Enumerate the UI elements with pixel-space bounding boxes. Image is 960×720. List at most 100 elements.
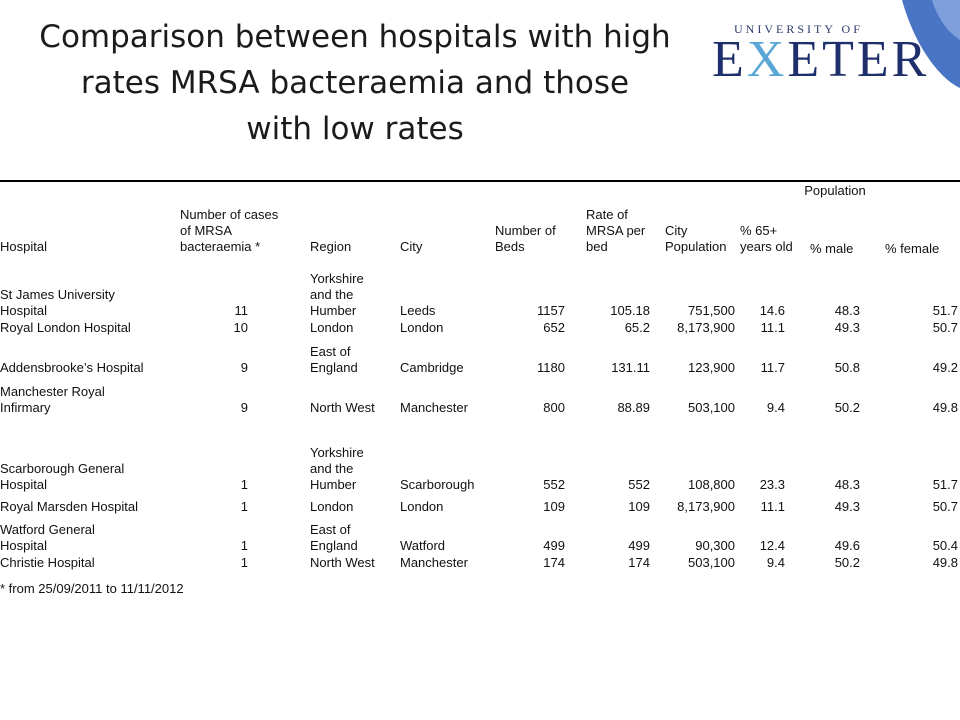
cell-cases: 9 — [240, 360, 248, 375]
cell-hospital: Royal London Hospital — [0, 320, 131, 335]
footnote: * from 25/09/2011 to 11/11/2012 — [0, 581, 184, 596]
cell-female: 51.7 — [932, 303, 958, 318]
title-line-1: Comparison between hospitals with high — [39, 19, 671, 55]
cell-beds: 1180 — [537, 360, 565, 375]
cell-male: 49.6 — [834, 538, 860, 553]
header-beds: Number of Beds — [495, 223, 556, 254]
header-cases: Number of cases of MRSA bacteraemia * — [180, 207, 279, 254]
cell-region: London — [310, 320, 354, 335]
cell-male: 50.2 — [834, 555, 860, 570]
cell-female: 50.4 — [932, 538, 958, 553]
header-population: Population — [804, 183, 866, 198]
cell-female: 49.8 — [932, 555, 958, 570]
cell-city: Watford — [400, 538, 446, 553]
cell-over65: 12.4 — [759, 538, 785, 553]
cell-rate: 552 — [628, 477, 650, 492]
cell-female: 50.7 — [932, 499, 958, 514]
cell-region: North West — [310, 400, 375, 415]
header-city: City — [400, 239, 423, 254]
header-pop-city: City Population — [665, 223, 727, 254]
cell-male: 49.3 — [834, 499, 860, 514]
cell-hospital: Watford General Hospital — [0, 522, 95, 553]
cell-male: 50.8 — [834, 360, 860, 375]
cell-pop-city: 90,300 — [695, 538, 735, 553]
cell-rate: 131.11 — [611, 360, 650, 375]
cell-region: Yorkshire and the Humber — [310, 445, 364, 492]
cell-region: London — [310, 499, 354, 514]
cell-city: Manchester — [400, 555, 468, 570]
cell-hospital: St James University Hospital — [0, 287, 115, 318]
cell-over65: 14.6 — [759, 303, 785, 318]
cell-hospital: Royal Marsden Hospital — [0, 499, 139, 514]
cell-male: 48.3 — [834, 303, 860, 318]
cell-female: 51.7 — [932, 477, 958, 492]
cell-city: Manchester — [400, 400, 468, 415]
cell-over65: 9.4 — [766, 400, 785, 415]
cell-male: 48.3 — [834, 477, 860, 492]
cell-city: London — [400, 499, 444, 514]
header-region: Region — [310, 239, 352, 254]
cell-city: Cambridge — [400, 360, 464, 375]
cell-beds: 1157 — [537, 303, 565, 318]
cell-beds: 109 — [543, 499, 565, 514]
cell-beds: 174 — [543, 555, 565, 570]
cell-region: East of England — [310, 344, 358, 375]
cell-cases: 9 — [240, 400, 248, 415]
cell-rate: 109 — [628, 499, 650, 514]
header-rate: Rate of MRSA per bed — [586, 207, 646, 254]
cell-rate: 88.89 — [617, 400, 650, 415]
cell-female: 50.7 — [932, 320, 958, 335]
cell-city: Leeds — [400, 303, 436, 318]
title-line-3: with low rates — [246, 111, 464, 147]
cell-cases: 1 — [240, 477, 248, 492]
cell-male: 49.3 — [834, 320, 860, 335]
cell-city: Scarborough — [400, 477, 475, 492]
corner-decoration — [902, 0, 960, 88]
logo-letters-eter: ETER — [787, 31, 930, 88]
cell-beds: 552 — [543, 477, 565, 492]
cell-male: 50.2 — [834, 400, 860, 415]
cell-rate: 174 — [628, 555, 650, 570]
cell-over65: 23.3 — [759, 477, 785, 492]
header-hospital: Hospital — [0, 239, 47, 254]
logo-letter-x: X — [746, 31, 788, 88]
cell-hospital: Addensbrooke’s Hospital — [0, 360, 144, 375]
cell-hospital: Christie Hospital — [0, 555, 95, 570]
cell-pop-city: 503,100 — [688, 555, 735, 570]
cell-rate: 105.18 — [610, 303, 650, 318]
cell-cases: 1 — [240, 538, 248, 553]
cell-region: East of England — [310, 522, 358, 553]
cell-over65: 11.1 — [760, 499, 785, 514]
header-female: % female — [885, 241, 940, 256]
cell-city: London — [400, 320, 444, 335]
cell-hospital: Manchester Royal Infirmary — [0, 384, 105, 415]
slide-title: Comparison between hospitals with high r… — [0, 14, 710, 152]
logo-letter-e: E — [712, 31, 747, 88]
cell-pop-city: 751,500 — [688, 303, 735, 318]
cell-cases: 1 — [240, 499, 248, 514]
cell-rate: 499 — [628, 538, 650, 553]
cell-pop-city: 108,800 — [688, 477, 735, 492]
cell-region: Yorkshire and the Humber — [310, 271, 364, 318]
cell-pop-city: 503,100 — [688, 400, 735, 415]
cell-over65: 11.1 — [760, 320, 785, 335]
cell-cases: 10 — [233, 320, 248, 335]
cell-over65: 9.4 — [766, 555, 785, 570]
university-logo: UNIVERSITY OF EXETER — [712, 22, 926, 102]
header-over65: % 65+ years old — [740, 223, 793, 254]
cell-pop-city: 8,173,900 — [677, 320, 735, 335]
cell-hospital: Scarborough General Hospital — [0, 461, 125, 492]
cell-beds: 800 — [543, 400, 565, 415]
cell-region: North West — [310, 555, 375, 570]
cell-female: 49.8 — [932, 400, 958, 415]
logo-wordmark: EXETER — [712, 30, 929, 89]
table-top-rule — [0, 180, 960, 182]
header-male: % male — [810, 241, 854, 256]
cell-cases: 1 — [240, 555, 248, 570]
cell-over65: 11.7 — [760, 360, 785, 375]
cell-female: 49.2 — [932, 360, 958, 375]
title-line-2: rates MRSA bacteraemia and those — [80, 65, 630, 101]
cell-cases: 11 — [234, 303, 249, 318]
cell-beds: 652 — [543, 320, 565, 335]
cell-rate: 65.2 — [624, 320, 650, 335]
